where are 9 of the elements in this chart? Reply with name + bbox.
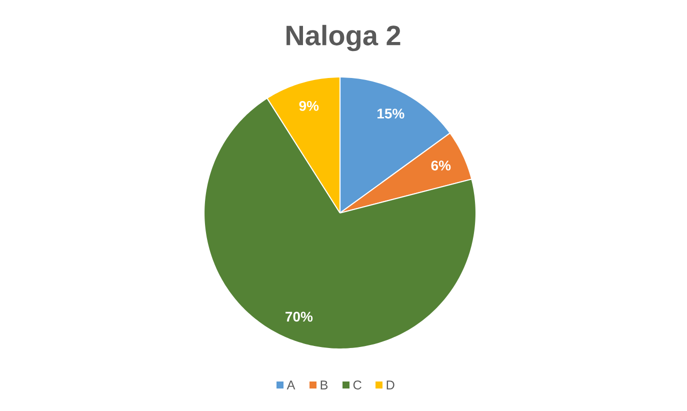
legend-label: A [286, 380, 296, 390]
data-label: 9% [299, 100, 319, 111]
legend-label: D [386, 380, 394, 390]
chart-title: Naloga 2 [286, 24, 400, 52]
data-label: 6% [431, 160, 451, 170]
data-label: 15% [378, 108, 404, 119]
legend-label: C [353, 380, 362, 390]
data-label: 70% [286, 312, 313, 322]
legend-label: B [320, 380, 328, 390]
